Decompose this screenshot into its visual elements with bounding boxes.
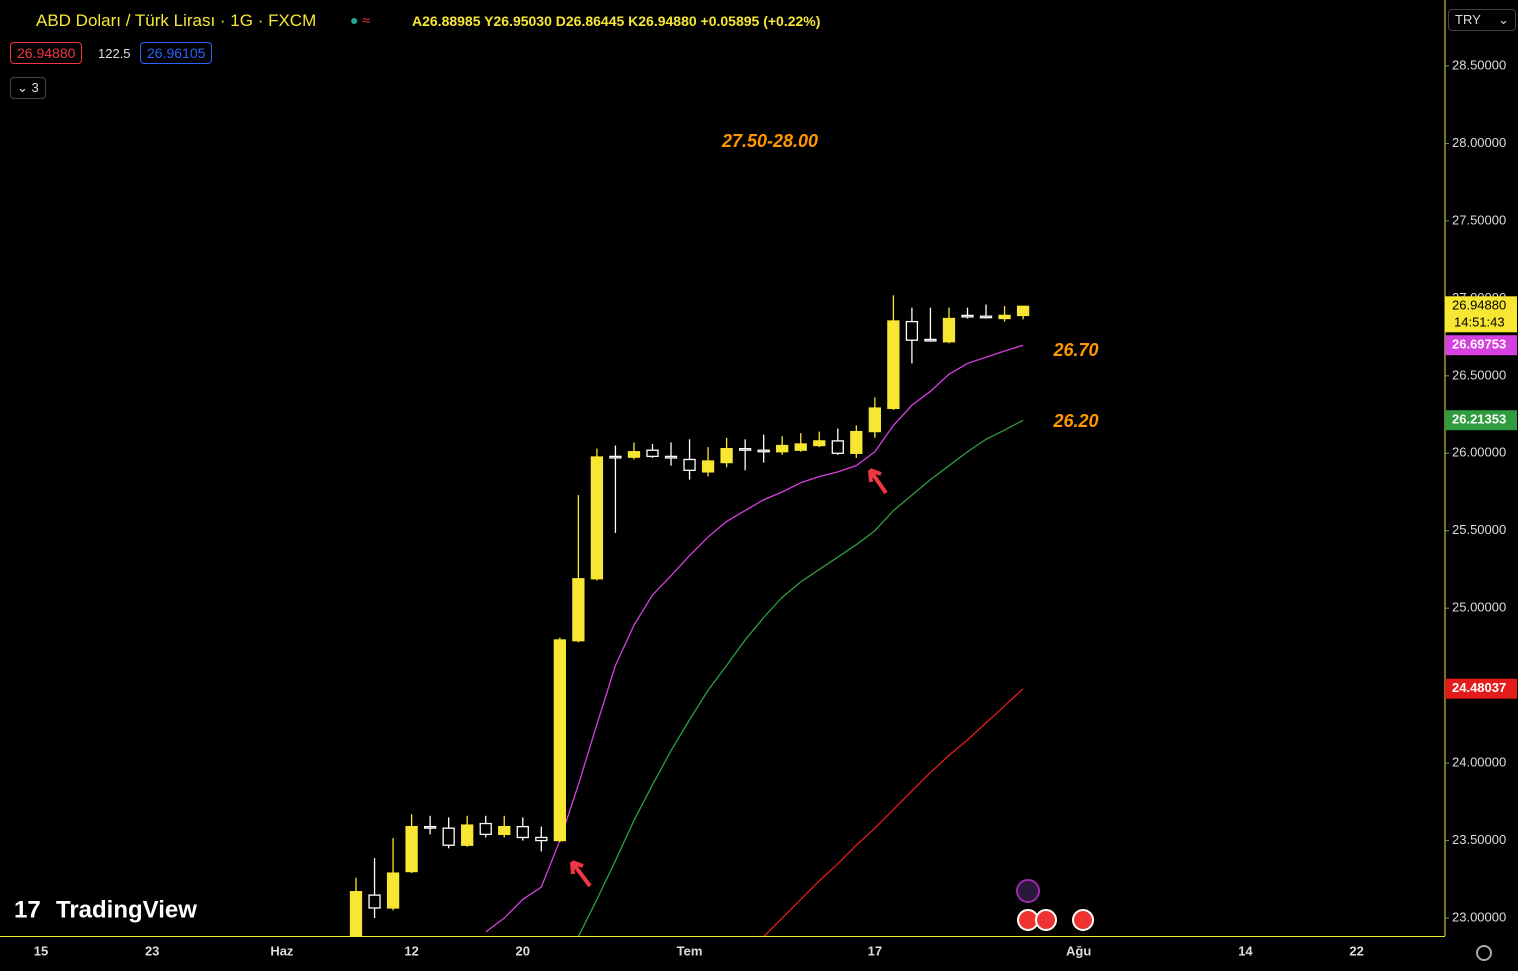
ohlc: A26.88985 Y26.95030 D26.86445 K26.94880 … [412, 13, 821, 29]
line-price-label: 26.69753 [1452, 337, 1506, 352]
axes: 23.0000023.5000024.0000024.5000025.00000… [34, 57, 1517, 958]
moving-average [485, 344, 1024, 933]
candle-body [961, 314, 974, 318]
candle-body [905, 320, 919, 341]
sell-button[interactable]: 26.94880 [10, 42, 83, 64]
candle-body [405, 825, 418, 873]
candle-body [627, 451, 641, 458]
candle-body [442, 827, 455, 846]
candle-body [646, 449, 659, 458]
candle-body [831, 440, 844, 454]
candle-body [1016, 305, 1030, 317]
x-tick-label: 12 [404, 943, 418, 958]
currency: TRY [1455, 12, 1481, 27]
annotation: 26.70 [1052, 340, 1098, 360]
candle-body [479, 822, 492, 836]
candle-body [572, 578, 585, 642]
indicators-toggle[interactable]: ⌄ 3 [10, 77, 46, 99]
candle-body [609, 455, 622, 459]
candle-body [349, 891, 363, 936]
candle-body [979, 315, 993, 319]
watermark-logo: 17 [14, 896, 41, 923]
event-flag[interactable] [1035, 909, 1057, 931]
event-flag[interactable] [1072, 909, 1094, 931]
symbol[interactable]: ABD Doları / Türk Lirası · 1G · FXCM [36, 11, 317, 30]
plot-area: 27.50-28.00 26.70 26.20 [349, 131, 1099, 936]
y-tick-label: 25.50000 [1452, 522, 1506, 537]
candle-body [850, 430, 863, 454]
currency-select[interactable]: TRY ⌄ [1448, 9, 1516, 31]
candle-body [590, 456, 604, 580]
candle-body [461, 824, 474, 846]
moving-average [763, 688, 1024, 936]
candle-body [516, 825, 529, 839]
candle-body [664, 455, 678, 459]
moving-average [577, 419, 1024, 936]
last-price-box [1445, 296, 1517, 333]
settings-icon[interactable] [1476, 945, 1492, 961]
line-price-box [1445, 335, 1517, 356]
y-tick-label: 23.50000 [1452, 832, 1506, 847]
candle-body [998, 314, 1011, 320]
y-tick-label: 26.50000 [1452, 367, 1506, 382]
y-tick-label: 26.00000 [1452, 445, 1506, 460]
candle-body [498, 825, 511, 836]
event-icon[interactable] [1016, 879, 1040, 903]
spread: 122.5 [98, 46, 131, 61]
candle-body [924, 338, 937, 342]
x-tick-label: 22 [1349, 943, 1363, 958]
candle-body [553, 639, 566, 842]
y-tick-label: 27.50000 [1452, 212, 1506, 227]
candle-body [535, 836, 548, 842]
y-tick-label: 28.00000 [1452, 135, 1506, 150]
x-tick-label: Haz [270, 943, 294, 958]
x-tick-label: 14 [1238, 943, 1253, 958]
y-tick-label: 23.00000 [1452, 909, 1506, 924]
annotation: 27.50-28.00 [721, 131, 818, 151]
line-price-label: 26.21353 [1452, 412, 1506, 427]
x-tick-label: 15 [34, 943, 48, 958]
arrow [570, 860, 592, 888]
candle-body [701, 460, 715, 473]
candle-body [720, 447, 733, 464]
indicator-count: 3 [31, 80, 39, 95]
candle-body [887, 320, 900, 410]
watermark: TradingView [56, 896, 197, 923]
candle-body [868, 407, 881, 433]
x-tick-label: Ağu [1066, 943, 1091, 958]
x-tick-label: Tem [677, 943, 703, 958]
candle-body [794, 443, 807, 451]
candle-body [423, 825, 437, 829]
y-tick-label: 25.00000 [1452, 600, 1506, 615]
candle-body [386, 872, 400, 909]
x-tick-label: 17 [868, 943, 882, 958]
countdown: 14:51:43 [1454, 315, 1505, 330]
status: ● ≈ [350, 12, 371, 28]
buy-button[interactable]: 26.96105 [140, 42, 213, 64]
candle-body [738, 447, 752, 451]
line-price-label: 24.48037 [1452, 680, 1506, 695]
candle-body [942, 317, 956, 343]
candle-body [776, 444, 789, 453]
candle-body [368, 894, 381, 909]
y-tick-label: 24.00000 [1452, 755, 1506, 770]
arrow [868, 468, 888, 495]
candle-body [683, 458, 696, 471]
candle-body [757, 449, 770, 453]
line-price-box [1445, 678, 1517, 699]
y-tick-label: 28.50000 [1452, 57, 1506, 72]
x-tick-label: 20 [516, 943, 530, 958]
annotation: 26.20 [1052, 411, 1098, 431]
candle-body [813, 440, 826, 447]
x-tick-label: 23 [145, 943, 159, 958]
last-price-label: 26.94880 [1452, 298, 1506, 313]
line-price-box [1445, 410, 1517, 431]
